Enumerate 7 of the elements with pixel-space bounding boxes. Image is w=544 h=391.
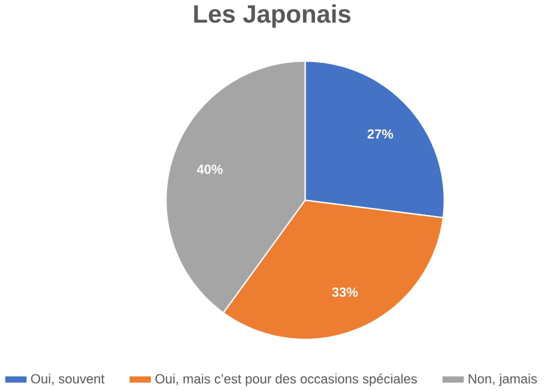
data-label: 27% bbox=[368, 130, 394, 139]
data-label: 40% bbox=[196, 164, 223, 174]
legend-label: Oui, souvent bbox=[31, 374, 104, 386]
legend-label: Non, jamais bbox=[468, 374, 537, 386]
legend-label: Oui, mais c’est pour des occasions spéciales bbox=[155, 374, 417, 386]
chart-title: Les Japonais bbox=[194, 4, 350, 28]
data-label: 33% bbox=[332, 288, 358, 298]
